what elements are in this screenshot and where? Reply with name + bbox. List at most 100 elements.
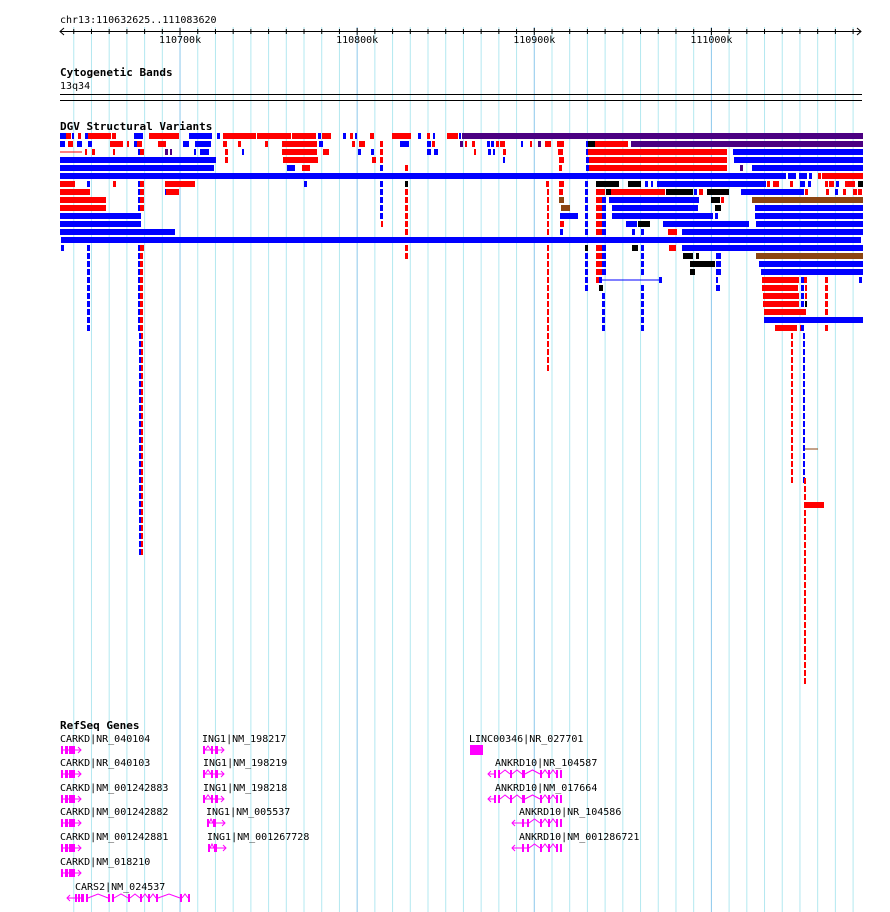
dgv-variant-feature[interactable] [638,221,650,227]
dgv-variant-feature[interactable] [87,181,90,187]
dgv-variant-feature[interactable] [139,357,141,363]
dgv-variant-feature[interactable] [791,461,793,467]
dgv-variant-feature[interactable] [804,518,806,524]
dgv-variant-feature[interactable] [433,133,435,139]
dgv-variant-feature[interactable] [87,301,90,307]
dgv-variant-feature[interactable] [183,141,189,147]
dgv-variant-feature[interactable] [683,253,693,259]
dgv-variant-feature[interactable] [138,309,141,315]
dgv-variant-feature[interactable] [645,181,648,187]
dgv-variant-feature[interactable] [586,141,588,147]
gene-exon[interactable] [560,819,562,827]
dgv-variant-feature[interactable] [602,245,606,251]
dgv-variant-feature[interactable] [87,317,90,323]
dgv-variant-feature[interactable] [791,413,793,419]
gene-exon[interactable] [556,795,558,803]
dgv-variant-feature[interactable] [139,373,141,379]
dgv-variant-feature[interactable] [595,141,628,147]
dgv-variant-feature[interactable] [343,133,346,139]
dgv-variant-feature[interactable] [140,309,143,315]
dgv-variant-feature[interactable] [767,181,770,187]
dgv-variant-feature[interactable] [585,197,588,203]
dgv-variant-feature[interactable] [602,301,605,307]
dgv-variant-feature[interactable] [138,189,141,195]
dgv-variant-feature[interactable] [462,133,863,139]
dgv-variant-feature[interactable] [474,149,476,155]
dgv-variant-feature[interactable] [113,181,116,187]
dgv-variant-feature[interactable] [380,205,383,211]
dgv-variant-feature[interactable] [405,181,408,187]
gene-exon[interactable] [81,894,84,902]
dgv-variant-feature[interactable] [472,141,475,147]
dgv-variant-feature[interactable] [721,197,724,203]
dgv-variant-feature[interactable] [804,526,806,532]
dgv-variant-feature[interactable] [302,165,310,171]
dgv-variant-feature[interactable] [585,269,588,275]
dgv-variant-feature[interactable] [380,181,383,187]
gene-exon[interactable] [548,770,550,778]
dgv-variant-feature[interactable] [641,261,644,267]
dgv-variant-feature[interactable] [803,437,805,443]
dgv-variant-feature[interactable] [825,325,828,331]
dgv-variant-feature[interactable] [651,181,653,187]
dgv-variant-feature[interactable] [804,678,806,684]
dgv-variant-feature[interactable] [427,149,431,155]
dgv-variant-feature[interactable] [791,333,793,339]
dgv-variant-feature[interactable] [733,149,863,155]
dgv-variant-feature[interactable] [596,205,602,211]
dgv-variant-feature[interactable] [596,245,602,251]
dgv-variant-feature[interactable] [140,325,143,331]
dgv-variant-feature[interactable] [432,141,435,147]
dgv-variant-feature[interactable] [596,197,602,203]
dgv-variant-feature[interactable] [141,501,143,507]
dgv-variant-feature[interactable] [139,549,141,555]
gene-exon[interactable] [112,894,114,902]
dgv-variant-feature[interactable] [803,445,805,451]
dgv-variant-feature[interactable] [60,141,65,147]
dgv-variant-feature[interactable] [791,429,793,435]
dgv-variant-feature[interactable] [380,165,383,171]
dgv-variant-feature[interactable] [589,157,727,163]
dgv-variant-feature[interactable] [427,133,430,139]
dgv-variant-feature[interactable] [282,149,317,155]
dgv-variant-feature[interactable] [596,269,602,275]
dgv-variant-feature[interactable] [602,317,605,323]
gene-exon[interactable] [215,795,218,803]
gene-exon[interactable] [510,770,512,778]
dgv-variant-feature[interactable] [589,165,727,171]
dgv-variant-feature[interactable] [60,197,106,203]
gene-exon[interactable] [69,770,75,778]
dgv-variant-feature[interactable] [418,133,421,139]
dgv-variant-feature[interactable] [628,181,641,187]
dgv-variant-feature[interactable] [141,493,143,499]
gene-exon[interactable] [540,770,542,778]
dgv-variant-feature[interactable] [716,277,718,283]
dgv-variant-feature[interactable] [804,638,806,644]
dgv-variant-feature[interactable] [803,333,805,339]
dgv-variant-feature[interactable] [141,461,143,467]
dgv-variant-feature[interactable] [493,149,495,155]
dgv-variant-feature[interactable] [716,253,721,259]
dgv-variant-feature[interactable] [138,253,141,259]
dgv-variant-feature[interactable] [641,301,644,307]
ruler-left-arrow-icon[interactable] [59,27,65,36]
dgv-variant-feature[interactable] [557,141,564,147]
dgv-variant-feature[interactable] [87,245,90,251]
dgv-variant-feature[interactable] [586,165,589,171]
dgv-variant-feature[interactable] [858,181,863,187]
dgv-variant-feature[interactable] [139,405,141,411]
dgv-variant-feature[interactable] [225,149,228,155]
dgv-variant-feature[interactable] [836,181,839,187]
dgv-variant-feature[interactable] [547,261,549,267]
dgv-variant-feature[interactable] [521,141,523,147]
gene-exon[interactable] [65,844,68,852]
dgv-variant-feature[interactable] [602,229,606,235]
gene-exon[interactable] [211,746,213,754]
dgv-variant-feature[interactable] [138,317,141,323]
dgv-variant-feature[interactable] [140,149,144,155]
dgv-variant-feature[interactable] [139,453,141,459]
dgv-variant-feature[interactable] [139,541,141,547]
dgv-variant-feature[interactable] [434,149,438,155]
dgv-variant-feature[interactable] [140,293,143,299]
dgv-variant-feature[interactable] [734,157,863,163]
